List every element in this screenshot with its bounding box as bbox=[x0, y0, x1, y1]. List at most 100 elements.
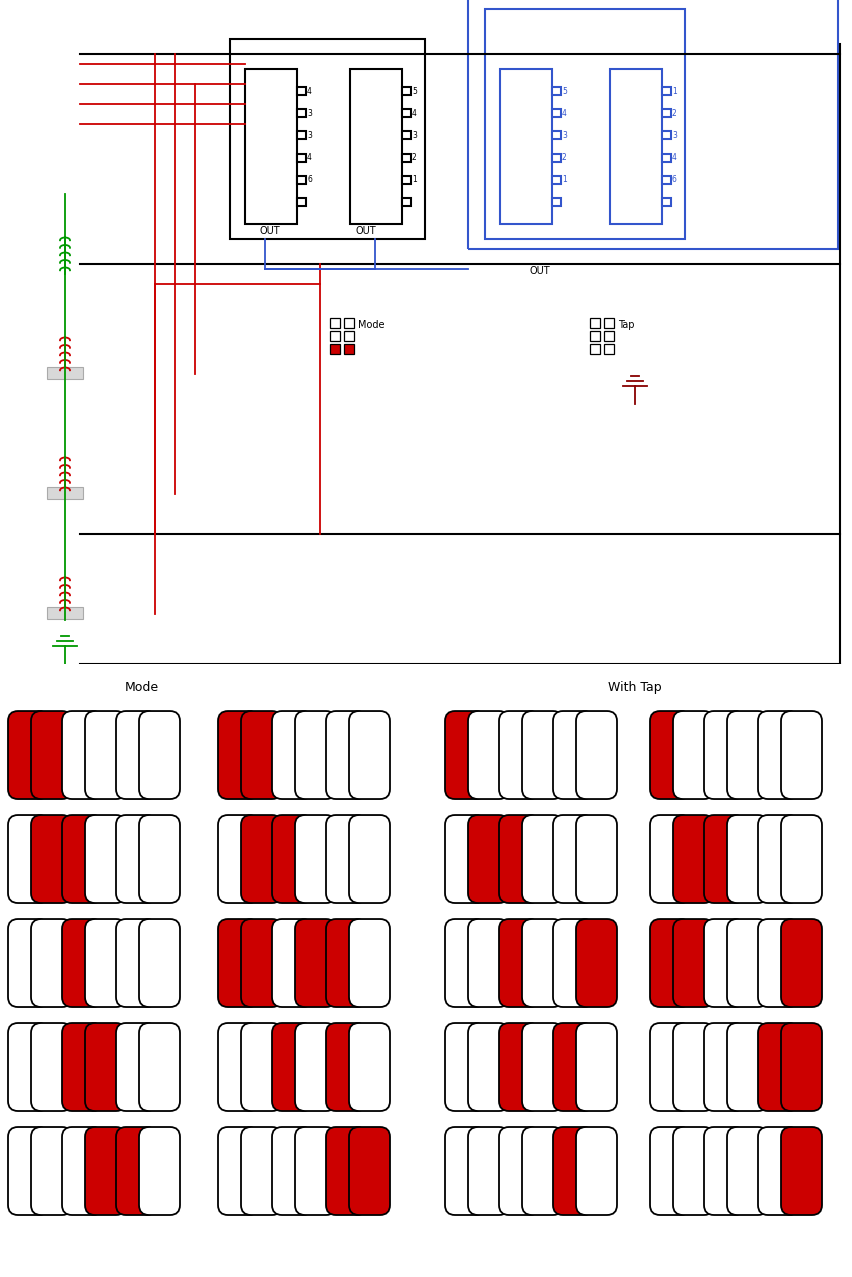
FancyBboxPatch shape bbox=[8, 711, 49, 799]
Text: 2: 2 bbox=[672, 109, 676, 117]
Bar bbox=[552, 198, 561, 206]
FancyBboxPatch shape bbox=[522, 919, 563, 1008]
FancyBboxPatch shape bbox=[272, 1128, 313, 1214]
FancyBboxPatch shape bbox=[673, 919, 714, 1008]
FancyBboxPatch shape bbox=[349, 711, 390, 799]
Text: 3: 3 bbox=[562, 132, 567, 140]
FancyBboxPatch shape bbox=[704, 711, 745, 799]
FancyBboxPatch shape bbox=[85, 1128, 126, 1214]
FancyBboxPatch shape bbox=[241, 919, 282, 1008]
FancyBboxPatch shape bbox=[704, 919, 745, 1008]
FancyBboxPatch shape bbox=[650, 815, 691, 903]
FancyBboxPatch shape bbox=[650, 1128, 691, 1214]
FancyBboxPatch shape bbox=[62, 815, 103, 903]
FancyBboxPatch shape bbox=[445, 1023, 486, 1111]
FancyBboxPatch shape bbox=[673, 815, 714, 903]
Bar bbox=[350, 69, 402, 223]
FancyBboxPatch shape bbox=[673, 1023, 714, 1111]
Bar bbox=[552, 110, 561, 117]
FancyBboxPatch shape bbox=[272, 919, 313, 1008]
FancyBboxPatch shape bbox=[218, 1023, 259, 1111]
Bar bbox=[297, 87, 306, 96]
FancyBboxPatch shape bbox=[62, 1128, 103, 1214]
Bar bbox=[402, 132, 411, 139]
Bar bbox=[297, 198, 306, 206]
FancyBboxPatch shape bbox=[8, 1128, 49, 1214]
FancyBboxPatch shape bbox=[139, 1128, 180, 1214]
FancyBboxPatch shape bbox=[499, 1023, 540, 1111]
Bar bbox=[402, 87, 411, 96]
FancyBboxPatch shape bbox=[499, 1128, 540, 1214]
Text: OUT: OUT bbox=[260, 226, 280, 236]
FancyBboxPatch shape bbox=[704, 815, 745, 903]
FancyBboxPatch shape bbox=[139, 919, 180, 1008]
Bar bbox=[297, 132, 306, 139]
Text: 1: 1 bbox=[672, 87, 676, 96]
Bar bbox=[330, 318, 340, 328]
FancyBboxPatch shape bbox=[553, 1128, 594, 1214]
Text: 3: 3 bbox=[307, 132, 312, 140]
FancyBboxPatch shape bbox=[758, 1023, 799, 1111]
FancyBboxPatch shape bbox=[704, 1023, 745, 1111]
Bar bbox=[662, 153, 671, 162]
FancyBboxPatch shape bbox=[116, 919, 157, 1008]
Bar bbox=[485, 9, 685, 239]
FancyBboxPatch shape bbox=[468, 711, 509, 799]
FancyBboxPatch shape bbox=[8, 815, 49, 903]
FancyBboxPatch shape bbox=[758, 1128, 799, 1214]
FancyBboxPatch shape bbox=[218, 1128, 259, 1214]
Bar bbox=[297, 176, 306, 184]
FancyBboxPatch shape bbox=[218, 711, 259, 799]
FancyBboxPatch shape bbox=[650, 919, 691, 1008]
Bar bbox=[604, 331, 614, 341]
FancyBboxPatch shape bbox=[758, 919, 799, 1008]
Bar bbox=[590, 318, 600, 328]
FancyBboxPatch shape bbox=[553, 711, 594, 799]
FancyBboxPatch shape bbox=[468, 1128, 509, 1214]
FancyBboxPatch shape bbox=[553, 815, 594, 903]
FancyBboxPatch shape bbox=[445, 1128, 486, 1214]
FancyBboxPatch shape bbox=[139, 711, 180, 799]
FancyBboxPatch shape bbox=[349, 919, 390, 1008]
FancyBboxPatch shape bbox=[445, 711, 486, 799]
FancyBboxPatch shape bbox=[349, 815, 390, 903]
FancyBboxPatch shape bbox=[468, 1023, 509, 1111]
Bar bbox=[402, 153, 411, 162]
Bar bbox=[604, 318, 614, 328]
FancyBboxPatch shape bbox=[326, 711, 367, 799]
Text: 3: 3 bbox=[412, 132, 417, 140]
Bar bbox=[590, 331, 600, 341]
Text: OUT: OUT bbox=[355, 226, 376, 236]
Bar bbox=[330, 344, 340, 354]
FancyBboxPatch shape bbox=[727, 1128, 768, 1214]
FancyBboxPatch shape bbox=[499, 919, 540, 1008]
Text: 3: 3 bbox=[307, 109, 312, 117]
Bar bbox=[297, 110, 306, 117]
FancyBboxPatch shape bbox=[295, 1023, 336, 1111]
Bar bbox=[344, 318, 354, 328]
Bar bbox=[552, 132, 561, 139]
FancyBboxPatch shape bbox=[218, 919, 259, 1008]
FancyBboxPatch shape bbox=[31, 815, 72, 903]
Bar bbox=[344, 344, 354, 354]
Text: With Tap: With Tap bbox=[608, 681, 662, 693]
Bar bbox=[245, 69, 297, 223]
FancyBboxPatch shape bbox=[272, 711, 313, 799]
Text: 5: 5 bbox=[562, 87, 567, 96]
Text: 1: 1 bbox=[562, 175, 567, 184]
FancyBboxPatch shape bbox=[781, 815, 822, 903]
FancyBboxPatch shape bbox=[295, 815, 336, 903]
Bar bbox=[344, 331, 354, 341]
FancyBboxPatch shape bbox=[727, 711, 768, 799]
FancyBboxPatch shape bbox=[326, 1023, 367, 1111]
FancyBboxPatch shape bbox=[553, 1023, 594, 1111]
FancyBboxPatch shape bbox=[781, 919, 822, 1008]
FancyBboxPatch shape bbox=[31, 919, 72, 1008]
FancyBboxPatch shape bbox=[31, 711, 72, 799]
Text: Tap: Tap bbox=[618, 321, 635, 329]
FancyBboxPatch shape bbox=[8, 919, 49, 1008]
Bar bbox=[552, 87, 561, 96]
FancyBboxPatch shape bbox=[727, 1023, 768, 1111]
FancyBboxPatch shape bbox=[62, 919, 103, 1008]
Text: 6: 6 bbox=[672, 175, 676, 184]
